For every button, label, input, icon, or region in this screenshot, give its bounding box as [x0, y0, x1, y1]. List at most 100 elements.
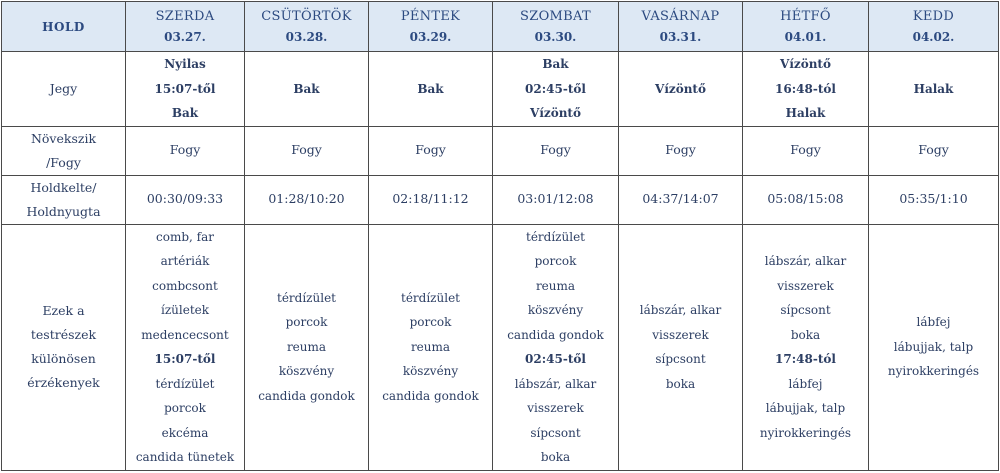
row-label-line: /Fogy: [46, 154, 81, 170]
body-part: sípcsont: [780, 303, 831, 317]
row-label-line: testrészek: [30, 327, 97, 342]
day-header: VASÁRNAP 03.31.: [618, 1, 743, 52]
sign-line: Bak: [542, 57, 569, 71]
sign-line: 16:48-tól: [775, 81, 836, 96]
body-part: lábujjak, talp: [765, 401, 846, 415]
body-part: boka: [665, 376, 696, 391]
day-header: CSÜTÖRTÖK 03.28.: [244, 1, 369, 52]
phase-cell: Fogy: [868, 125, 999, 176]
time-marker: 15:07-től: [154, 352, 216, 366]
phase-value: Fogy: [415, 142, 446, 158]
day-header: SZERDA 03.27.: [125, 1, 245, 52]
rise-set-value: 04:37/14:07: [642, 191, 719, 207]
body-part: köszvény: [402, 364, 459, 379]
time-marker: 17:48-tól: [775, 352, 836, 366]
phase-cell: Fogy: [244, 125, 369, 176]
body-part: candida gondok: [507, 327, 604, 342]
day-header: HÉTFŐ 04.01.: [742, 1, 869, 52]
sign-cell: Bak: [244, 51, 369, 127]
body-part: boka: [540, 450, 571, 464]
body-part: porcok: [164, 401, 206, 415]
phase-value: Fogy: [918, 142, 949, 158]
phase-cell: Fogy: [492, 125, 619, 176]
body-part: visszerek: [652, 327, 709, 342]
body-cell: lábfej lábujjak, talp nyirokkeringés: [868, 223, 999, 471]
row-label-line: Holdkelte/: [30, 179, 97, 195]
phase-cell: Fogy: [368, 125, 493, 176]
body-part: porcok: [534, 254, 577, 268]
rise-set-value: 05:35/1:10: [899, 191, 968, 207]
rise-set-value: 00:30/09:33: [146, 191, 224, 207]
body-part: comb, far: [156, 229, 214, 244]
sign-line: Vízöntő: [530, 106, 581, 120]
body-part: porcok: [409, 315, 452, 330]
row-label: Jegy: [1, 51, 126, 127]
phase-value: Fogy: [790, 142, 821, 158]
rise-set-value: 02:18/11:12: [392, 191, 469, 207]
body-part: térdízület: [401, 290, 460, 305]
body-part: köszvény: [278, 364, 335, 379]
row-label: Növekszik/Fogy: [1, 125, 126, 176]
row-label-line: Ezek a: [42, 303, 85, 318]
sign-cell: Halak: [868, 51, 999, 127]
day-name: SZOMBAT: [520, 8, 591, 24]
row-label-line: különösen: [31, 351, 96, 366]
sign-cell: Vízöntő: [618, 51, 743, 127]
body-part: reuma: [410, 339, 451, 354]
body-part: sípcsont: [655, 352, 706, 366]
body-cell: térdízület porcok reuma köszvény candida gon…: [492, 223, 619, 471]
sign-line: 15:07-től: [154, 81, 216, 96]
phase-value: Fogy: [169, 142, 201, 158]
day-header: SZOMBAT 03.30.: [492, 1, 619, 52]
body-part: candida tünetek: [135, 450, 235, 464]
moonrise-row: Holdkelte/Holdnyugta 00:30/09:33 01:28/10:…: [1, 174, 999, 225]
row-label-line: Holdnyugta: [26, 203, 101, 219]
sign-line: Vízöntő: [780, 57, 831, 71]
body-part: medencecsont: [141, 327, 229, 342]
body-part: reuma: [286, 339, 327, 354]
phase-value: Fogy: [540, 142, 571, 158]
body-cell: térdízület porcok reuma köszvény candida gon…: [368, 223, 493, 471]
day-name: CSÜTÖRTÖK: [261, 8, 352, 24]
day-name: HÉTFŐ: [780, 8, 831, 24]
body-part: lábfej: [916, 315, 951, 330]
day-date: 04.01.: [784, 29, 827, 44]
body-part: lábfej: [788, 376, 823, 391]
rise-cell: 05:35/1:10: [868, 174, 999, 225]
body-parts-row: Ezek a testrészek különösen érzékenyek comb,…: [1, 223, 999, 471]
rise-set-value: 03:01/12:08: [517, 191, 594, 207]
body-part: térdízület: [277, 290, 336, 305]
sign-line: Halak: [785, 106, 826, 120]
body-part: visszerek: [777, 278, 834, 293]
day-date: 03.28.: [285, 29, 328, 44]
day-name: KEDD: [912, 8, 955, 24]
phase-cell: Fogy: [618, 125, 743, 176]
rise-cell: 03:01/12:08: [492, 174, 619, 225]
sign-line: Bak: [417, 81, 444, 96]
day-date: 03.30.: [534, 29, 577, 44]
body-part: nyirokkeringés: [759, 425, 852, 440]
sign-cell: Bak 02:45-től Vízöntő: [492, 51, 619, 127]
body-part: lábszár, alkar: [639, 303, 722, 317]
row-label: Ezek a testrészek különösen érzékenyek: [1, 223, 126, 471]
sign-line: Bak: [293, 81, 320, 96]
body-part: ekcéma: [161, 425, 209, 440]
rise-set-value: 01:28/10:20: [268, 191, 345, 207]
body-part: boka: [790, 327, 821, 342]
sign-line: Bak: [171, 106, 199, 120]
sign-cell: Nyilas 15:07-től Bak: [125, 51, 245, 127]
day-date: 04.02.: [912, 29, 955, 44]
rise-set-value: 05:08/15:08: [767, 191, 844, 207]
day-name: SZERDA: [155, 8, 215, 24]
body-part: visszerek: [527, 401, 584, 415]
day-name: PÉNTEK: [400, 8, 461, 24]
rise-cell: 05:08/15:08: [742, 174, 869, 225]
rise-cell: 04:37/14:07: [618, 174, 743, 225]
body-part: reuma: [535, 278, 576, 293]
phase-cell: Fogy: [125, 125, 245, 176]
body-cell: lábszár, alkar visszerek sípcsont boka: [618, 223, 743, 471]
day-header: PÉNTEK 03.29.: [368, 1, 493, 52]
body-part: lábujjak, talp: [893, 339, 974, 354]
